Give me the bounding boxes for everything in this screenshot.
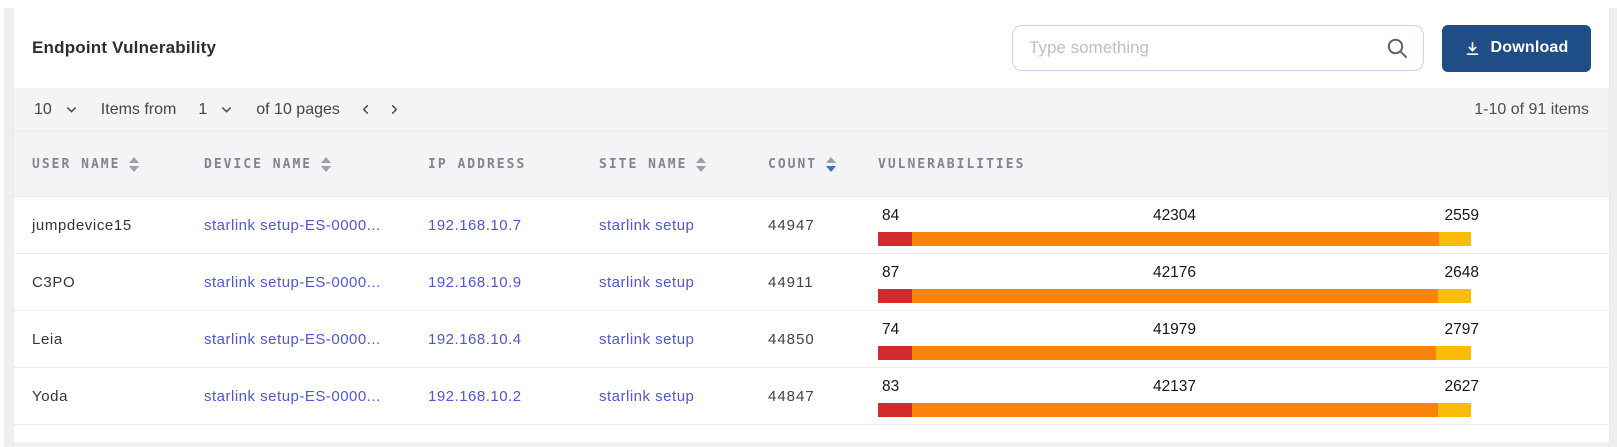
user-name-cell: Leia (32, 330, 63, 348)
column-header-ip-address[interactable]: IP ADDRESS (428, 157, 599, 172)
table-row: Leia starlink setup-ES-0000... 192.168.1… (14, 310, 1609, 367)
previous-page-icon[interactable] (352, 102, 380, 117)
device-name-link[interactable]: starlink setup-ES-0000... (204, 216, 381, 234)
count-cell: 44847 (768, 387, 815, 405)
page-size-value[interactable]: 10 (34, 100, 52, 118)
vulnerabilities-cell: 84 42304 2559 (878, 204, 1479, 246)
of-pages-label: of 10 pages (256, 100, 340, 118)
column-header-count[interactable]: COUNT (768, 156, 878, 172)
column-label: IP ADDRESS (428, 156, 527, 172)
column-label: SITE NAME (599, 156, 688, 172)
vuln-critical-value: 74 (882, 321, 900, 338)
vulnerabilities-cell: 87 42176 2648 (878, 261, 1479, 303)
download-label: Download (1490, 39, 1569, 56)
search-icon[interactable] (1385, 36, 1409, 60)
device-name-link[interactable]: starlink setup-ES-0000... (204, 273, 381, 291)
page-title: Endpoint Vulnerability (32, 38, 217, 57)
current-page-value[interactable]: 1 (198, 100, 208, 118)
table-row: C3PO starlink setup-ES-0000... 192.168.1… (14, 253, 1609, 310)
bar-segment-orange (912, 403, 1439, 417)
user-name-cell: jumpdevice15 (32, 216, 132, 234)
bar-segment-yellow (1438, 403, 1471, 417)
vuln-high-value: 42176 (1152, 264, 1197, 281)
page-background-right (1610, 8, 1617, 447)
ip-address-link[interactable]: 192.168.10.9 (428, 273, 522, 291)
site-name-link[interactable]: starlink setup (599, 387, 695, 405)
page-background-left (4, 8, 13, 447)
user-name-cell: C3PO (32, 273, 76, 291)
sort-icon[interactable] (696, 156, 707, 172)
vulnerabilities-cell: 83 42137 2627 (878, 375, 1479, 417)
bar-segment-red (878, 232, 912, 246)
download-icon (1464, 40, 1481, 57)
user-name-cell: Yoda (32, 387, 69, 405)
page-size-caret-icon[interactable] (64, 102, 79, 117)
site-name-link[interactable]: starlink setup (599, 273, 695, 291)
ip-address-link[interactable]: 192.168.10.2 (428, 387, 522, 405)
table-header-row: USER NAME DEVICE NAME IP ADDRESS SITE NA… (14, 131, 1609, 196)
vuln-high-value: 42304 (1152, 207, 1197, 224)
column-header-site-name[interactable]: SITE NAME (599, 156, 768, 172)
items-from-label: Items from (100, 100, 177, 118)
table-row: Yoda starlink setup-ES-0000... 192.168.1… (14, 367, 1609, 424)
site-name-link[interactable]: starlink setup (599, 330, 695, 348)
column-header-user-name[interactable]: USER NAME (32, 156, 204, 172)
device-name-link[interactable]: starlink setup-ES-0000... (204, 387, 381, 405)
vuln-medium-value: 2559 (1444, 207, 1479, 224)
count-cell: 44947 (768, 216, 815, 234)
bar-segment-orange (912, 346, 1437, 360)
next-page-icon[interactable] (380, 102, 408, 117)
count-cell: 44850 (768, 330, 815, 348)
card-header: Endpoint Vulnerability Download (14, 8, 1609, 88)
vulnerability-stacked-bar (878, 232, 1471, 246)
column-label: USER NAME (32, 156, 121, 172)
items-range-label: 1-10 of 91 items (1474, 100, 1589, 118)
vuln-medium-value: 2797 (1444, 321, 1479, 338)
vuln-high-value: 42137 (1152, 378, 1197, 395)
column-label: DEVICE NAME (204, 156, 313, 172)
vuln-critical-value: 84 (882, 207, 900, 224)
bar-segment-orange (912, 232, 1440, 246)
bar-segment-orange (912, 289, 1438, 303)
vuln-critical-value: 87 (882, 264, 900, 281)
download-button[interactable]: Download (1442, 24, 1591, 72)
bar-segment-red (878, 403, 912, 417)
column-header-device-name[interactable]: DEVICE NAME (204, 156, 428, 172)
vulnerability-stacked-bar (878, 403, 1471, 417)
vuln-medium-value: 2627 (1444, 378, 1479, 395)
sort-icon[interactable] (321, 156, 332, 172)
column-label: VULNERABILITIES (878, 156, 1026, 172)
column-label: COUNT (768, 156, 818, 172)
search-box[interactable] (1012, 25, 1424, 71)
ip-address-link[interactable]: 192.168.10.7 (428, 216, 522, 234)
next-row-partial (14, 424, 1609, 442)
bar-segment-red (878, 346, 912, 360)
site-name-link[interactable]: starlink setup (599, 216, 695, 234)
table-row: jumpdevice15 starlink setup-ES-0000... 1… (14, 196, 1609, 253)
bottom-edge (14, 442, 1609, 447)
vulnerability-stacked-bar (878, 289, 1471, 303)
endpoint-vulnerability-card: Endpoint Vulnerability Download 10 Items… (13, 8, 1610, 447)
vuln-high-value: 41979 (1152, 321, 1197, 338)
vuln-medium-value: 2648 (1444, 264, 1479, 281)
vulnerabilities-cell: 74 41979 2797 (878, 318, 1479, 360)
device-name-link[interactable]: starlink setup-ES-0000... (204, 330, 381, 348)
bar-segment-yellow (1439, 232, 1471, 246)
bar-segment-yellow (1437, 289, 1471, 303)
bar-segment-red (878, 289, 912, 303)
pagination-bar: 10 Items from 1 of 10 pages 1-10 of 91 i… (14, 88, 1609, 131)
page-select-caret-icon[interactable] (219, 102, 234, 117)
ip-address-link[interactable]: 192.168.10.4 (428, 330, 522, 348)
search-input[interactable] (1029, 38, 1385, 58)
sort-icon-active-desc[interactable] (826, 156, 837, 172)
column-header-vulnerabilities[interactable]: VULNERABILITIES (878, 157, 1609, 172)
sort-icon[interactable] (129, 156, 140, 172)
count-cell: 44911 (768, 273, 814, 291)
bar-segment-yellow (1436, 346, 1471, 360)
vuln-critical-value: 83 (882, 378, 900, 395)
vulnerability-stacked-bar (878, 346, 1471, 360)
